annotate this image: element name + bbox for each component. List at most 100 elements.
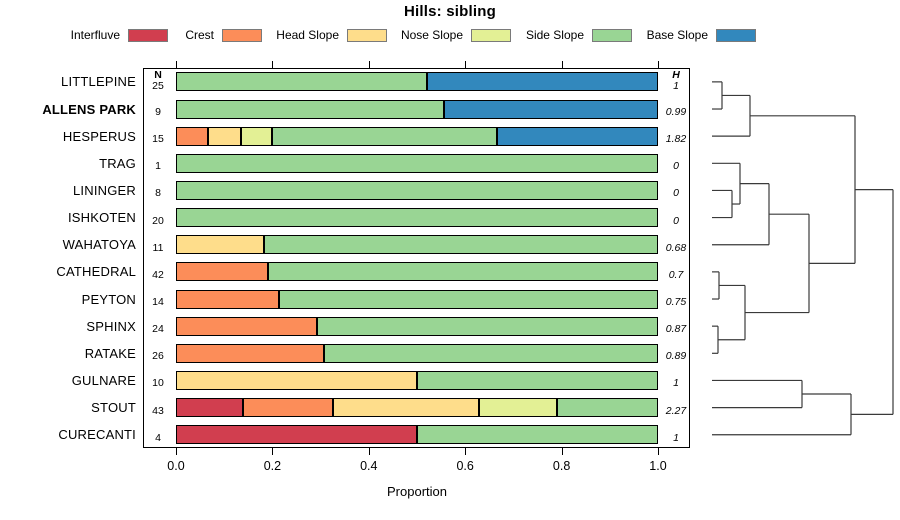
legend-label: Nose Slope bbox=[400, 28, 463, 42]
h-value: 1 bbox=[673, 377, 679, 390]
h-value: 0.75 bbox=[665, 296, 687, 308]
h-number: 1 bbox=[673, 79, 679, 92]
axis-tick-label: 0.2 bbox=[263, 459, 282, 473]
bar-segment-base-slope bbox=[497, 126, 658, 146]
legend-swatch-nose-slope bbox=[471, 29, 511, 42]
row-label: STOUT bbox=[91, 400, 136, 416]
legend-label: Interfluve bbox=[70, 28, 120, 42]
n-value: 42 bbox=[152, 268, 164, 281]
row-label: RATAKE bbox=[84, 345, 136, 361]
h-value: 0.87 bbox=[665, 323, 687, 336]
h-value: 0 bbox=[673, 214, 679, 227]
bar-row bbox=[176, 208, 658, 228]
bar-segment-side-slope bbox=[557, 398, 658, 418]
h-value: 0 bbox=[673, 160, 679, 173]
bar-segment-head-slope bbox=[208, 126, 241, 146]
axis-tick-label: 0.0 bbox=[167, 459, 185, 473]
legend-swatch-interfluve bbox=[128, 29, 168, 42]
bar-segment-crest bbox=[176, 316, 317, 336]
h-value: 0.89 bbox=[665, 350, 687, 363]
n-value: 14 bbox=[152, 296, 164, 308]
n-value: 43 bbox=[152, 404, 164, 417]
h-value: 0 bbox=[673, 187, 679, 200]
row-label: HESPERUS bbox=[62, 128, 136, 144]
bar-row bbox=[176, 398, 658, 418]
bar-segment-crest bbox=[243, 398, 334, 418]
bar-segment-side-slope bbox=[417, 425, 658, 445]
legend-label: Side Slope bbox=[525, 28, 584, 42]
row-label: TRAG bbox=[99, 155, 136, 171]
h-value: 1.82 bbox=[665, 133, 687, 146]
row-label: ALLENS PARK bbox=[42, 101, 136, 117]
bar-row bbox=[176, 370, 658, 390]
bar-segment-interfluve bbox=[176, 398, 244, 418]
legend-swatch-head-slope bbox=[347, 29, 387, 42]
axis-tick-top bbox=[368, 61, 370, 68]
bar-segment-side-slope bbox=[176, 99, 444, 119]
bar-segment-side-slope bbox=[324, 343, 658, 363]
row-label: CURECANTI bbox=[58, 427, 136, 443]
h-value: 0.68 bbox=[665, 241, 687, 254]
bar-segment-side-slope bbox=[267, 262, 658, 282]
h-value: 2.27 bbox=[665, 404, 687, 417]
bar-segment-interfluve bbox=[176, 425, 417, 445]
axis-tick-label: 0.8 bbox=[552, 459, 571, 473]
row-label: LITTLEPINE bbox=[61, 74, 136, 90]
bar-row bbox=[176, 153, 658, 173]
axis-tick-label: 0.4 bbox=[360, 459, 378, 473]
axis-tick-bottom bbox=[272, 448, 274, 455]
n-value: 11 bbox=[152, 241, 164, 254]
h-value: 0.7 bbox=[668, 268, 684, 281]
axis-tick-label: 1.0 bbox=[649, 459, 667, 473]
bar-row bbox=[176, 262, 658, 282]
row-label: CATHEDRAL bbox=[56, 264, 136, 280]
axis-tick-top bbox=[658, 61, 659, 68]
bar-row bbox=[176, 343, 658, 363]
bar-segment-crest bbox=[176, 262, 268, 282]
bar-segment-side-slope bbox=[176, 208, 658, 228]
legend-label: Base Slope bbox=[646, 28, 708, 42]
h-column-header: H bbox=[672, 68, 680, 81]
axis-tick-bottom bbox=[368, 448, 370, 455]
bar-row bbox=[176, 180, 658, 200]
bar-segment-nose-slope bbox=[240, 126, 273, 146]
bar-row bbox=[176, 235, 658, 255]
bar-row bbox=[176, 72, 658, 92]
bar-segment-side-slope bbox=[176, 153, 658, 173]
bar-segment-crest bbox=[176, 126, 209, 146]
axis-tick-label: 0.6 bbox=[456, 459, 474, 473]
x-axis-label: Proportion bbox=[387, 484, 447, 499]
row-label: WAHATOYA bbox=[62, 237, 136, 253]
bar-segment-crest bbox=[176, 343, 325, 363]
axis-tick-bottom bbox=[561, 448, 563, 455]
legend-label: Head Slope bbox=[276, 28, 339, 42]
bar-segment-side-slope bbox=[263, 235, 658, 255]
axis-tick-bottom bbox=[465, 448, 467, 455]
axis-tick-top bbox=[176, 61, 177, 68]
h-value: 1 bbox=[673, 431, 679, 444]
n-value: 1 bbox=[155, 160, 161, 173]
n-column-header: N bbox=[154, 68, 162, 81]
bar-row bbox=[176, 425, 658, 445]
chart-title: Hills: sibling bbox=[404, 3, 496, 20]
plot-frame bbox=[143, 68, 690, 448]
axis-tick-top bbox=[272, 61, 274, 68]
axis-tick-bottom bbox=[658, 448, 659, 455]
row-label: SPHINX bbox=[86, 318, 136, 334]
bar-row bbox=[176, 99, 658, 119]
bar-segment-crest bbox=[176, 289, 280, 309]
legend-swatch-crest bbox=[222, 29, 262, 42]
bar-segment-base-slope bbox=[426, 72, 658, 92]
n-value: 26 bbox=[152, 350, 164, 363]
n-number: 25 bbox=[152, 79, 164, 92]
axis-tick-top bbox=[561, 61, 563, 68]
bar-row bbox=[176, 316, 658, 336]
bar-segment-side-slope bbox=[272, 126, 498, 146]
bar-segment-head-slope bbox=[333, 398, 479, 418]
bar-segment-base-slope bbox=[443, 99, 658, 119]
h-value: 0.99 bbox=[665, 106, 687, 118]
row-label: LININGER bbox=[72, 182, 136, 198]
row-label: ISHKOTEN bbox=[67, 210, 136, 226]
bar-row bbox=[176, 289, 658, 309]
